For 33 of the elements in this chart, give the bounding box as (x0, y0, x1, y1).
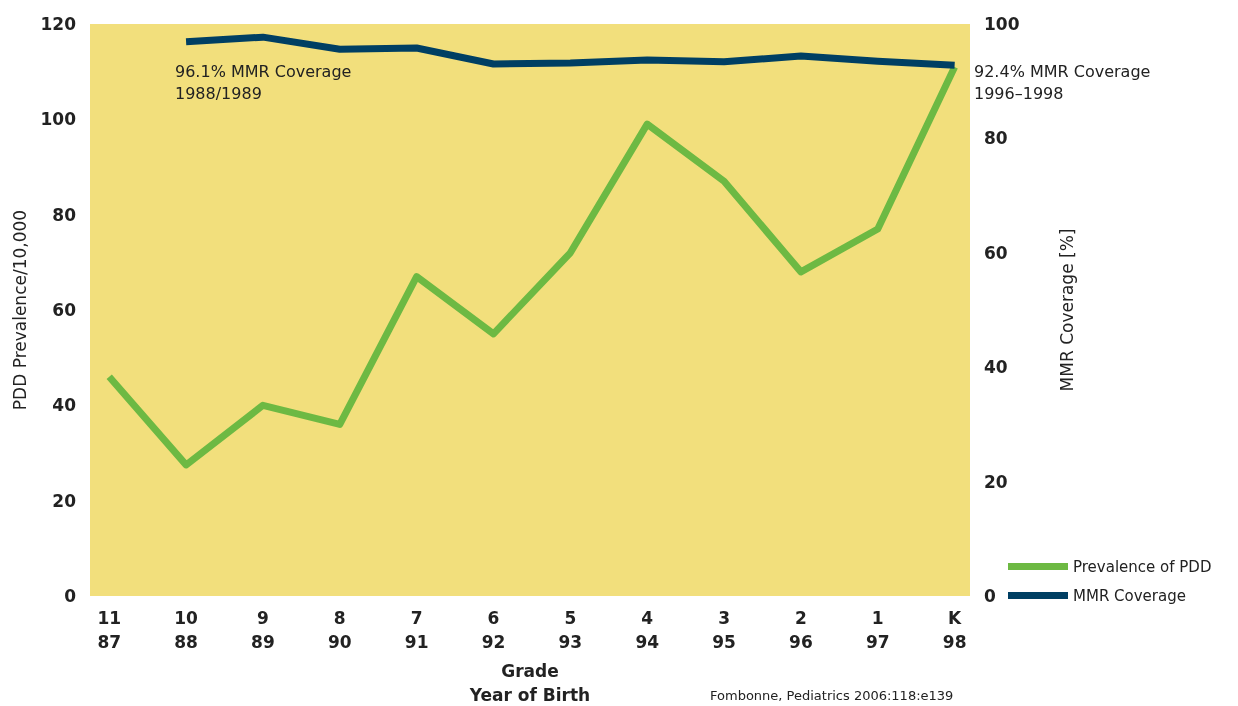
x-tick-label: 7 91 (404, 608, 429, 652)
y2-axis-title: MMR Coverage [%] (1056, 228, 1077, 392)
y-tick-label: 120 (40, 14, 77, 34)
y-tick-label: 80 (52, 204, 77, 225)
y-tick-label: 100 (40, 109, 77, 130)
x-axis-title: Grade Year of Birth (468, 660, 591, 705)
y2-tick-label: 0 (984, 586, 996, 606)
x-tick-label: 6 92 (481, 608, 506, 652)
x-tick-label: 11 87 (97, 608, 122, 652)
legend-label: Prevalence of PDD (1073, 557, 1212, 576)
x-tick-label: 3 95 (712, 608, 736, 652)
text: Fombonne, Pediatrics 2006:118:e139 (710, 687, 954, 703)
x-tick-label: 8 90 (327, 608, 352, 652)
y2-tick-label: 40 (984, 357, 1008, 378)
y-tick-label: 0 (64, 586, 77, 606)
y2-tick-label: 20 (984, 471, 1008, 492)
x-tick-label: 10 88 (174, 608, 199, 652)
x-tick-label: K 98 (942, 608, 967, 652)
y-tick-label: 20 (52, 490, 77, 511)
text: 92.4% MMR Coverage 1996–1998 (974, 61, 1151, 103)
y2-tick-label: 80 (984, 128, 1008, 149)
x-tick-label: 5 93 (558, 608, 583, 652)
y-tick-label: 60 (52, 300, 77, 320)
x-tick-label: 1 97 (865, 608, 890, 652)
y2-tick-label: 60 (984, 242, 1008, 263)
x-tick-label: 4 94 (635, 608, 660, 652)
x-tick-label: 9 89 (251, 608, 275, 652)
y2-tick-label: 100 (984, 14, 1020, 34)
x-tick-label: 2 96 (789, 608, 813, 652)
annotation: 96.1% MMR Coverage 1988/1989 (175, 61, 352, 103)
y-tick-label: 40 (52, 395, 77, 416)
y-axis-title: PDD Prevalence/10,000 (9, 209, 30, 411)
legend-label: MMR Coverage (1073, 586, 1186, 605)
